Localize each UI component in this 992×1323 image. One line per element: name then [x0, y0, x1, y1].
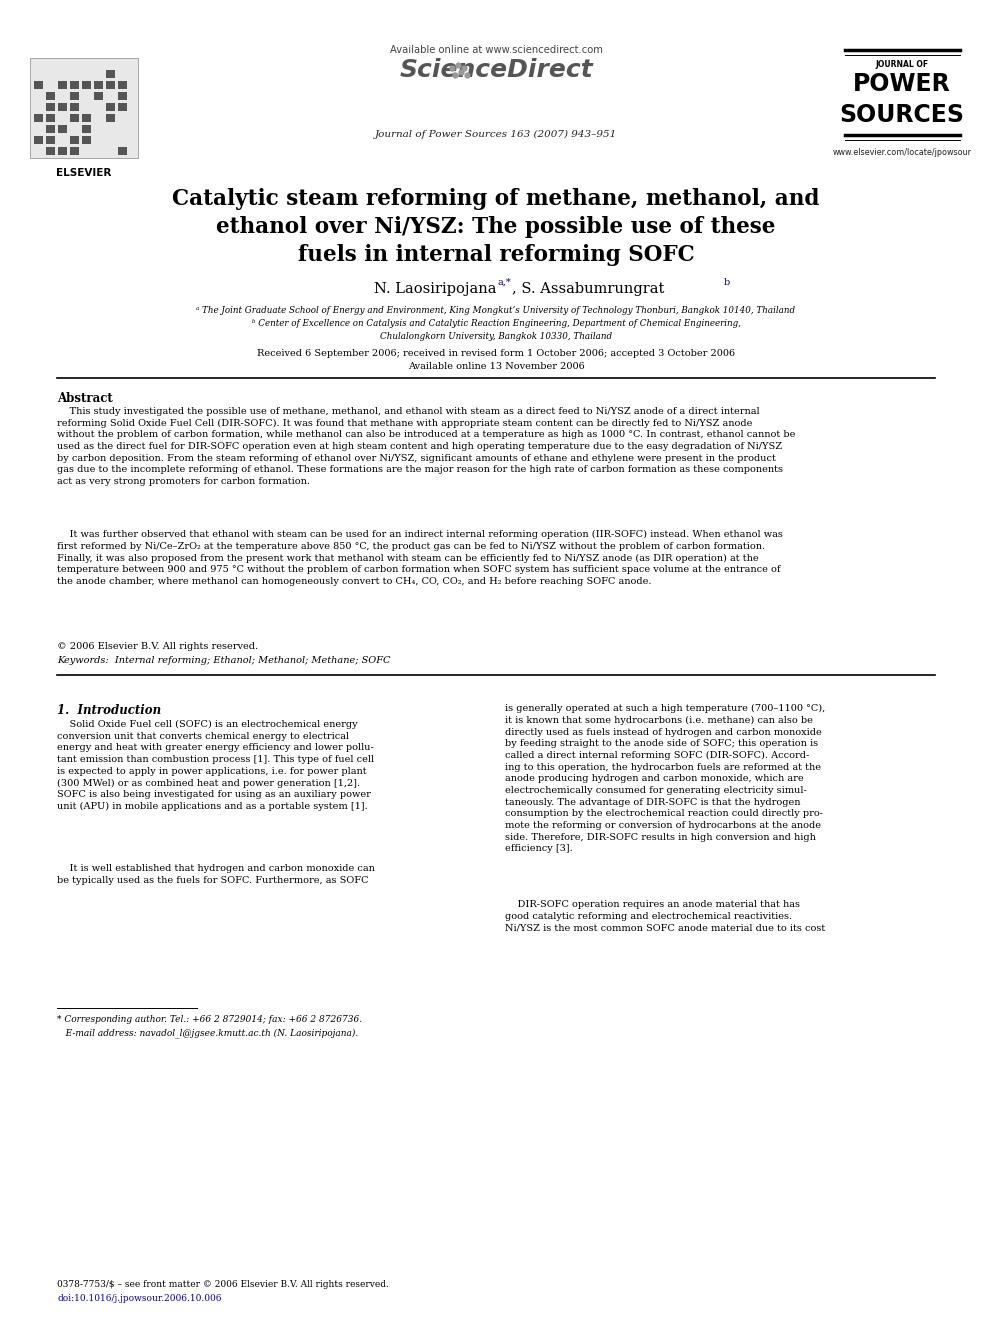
Bar [46, 147, 55, 155]
Text: is generally operated at such a high temperature (700–1100 °C),
it is known that: is generally operated at such a high tem… [505, 704, 825, 853]
Bar [82, 114, 91, 122]
Text: doi:10.1016/j.jpowsour.2006.10.006: doi:10.1016/j.jpowsour.2006.10.006 [57, 1294, 221, 1303]
Text: b: b [724, 278, 730, 287]
Bar [70, 103, 79, 111]
Bar [70, 136, 79, 144]
Text: Available online 13 November 2006: Available online 13 November 2006 [408, 363, 584, 370]
Bar [58, 147, 67, 155]
Bar [106, 103, 115, 111]
Bar [58, 81, 67, 89]
Text: ethanol over Ni/YSZ: The possible use of these: ethanol over Ni/YSZ: The possible use of… [216, 216, 776, 238]
Bar [46, 124, 55, 134]
Text: It was further observed that ethanol with steam can be used for an indirect inte: It was further observed that ethanol wit… [57, 531, 783, 586]
Text: ELSEVIER: ELSEVIER [57, 168, 112, 179]
Text: Journal of Power Sources 163 (2007) 943–951: Journal of Power Sources 163 (2007) 943–… [375, 130, 617, 139]
Text: Abstract: Abstract [57, 392, 113, 405]
Bar [58, 124, 67, 134]
Text: Chulalongkorn University, Bangkok 10330, Thailand: Chulalongkorn University, Bangkok 10330,… [380, 332, 612, 341]
Text: a,*: a,* [498, 278, 512, 287]
Text: It is well established that hydrogen and carbon monoxide can
be typically used a: It is well established that hydrogen and… [57, 864, 375, 885]
Bar [106, 81, 115, 89]
Bar [58, 103, 67, 111]
Bar [82, 124, 91, 134]
Bar [118, 147, 127, 155]
Bar [106, 114, 115, 122]
Bar [94, 81, 103, 89]
Bar [70, 114, 79, 122]
Text: E-mail address: navadol_l@jgsee.kmutt.ac.th (N. Laosiripojana).: E-mail address: navadol_l@jgsee.kmutt.ac… [57, 1028, 358, 1037]
Bar [70, 81, 79, 89]
Bar [118, 81, 127, 89]
Bar [118, 103, 127, 111]
Text: * Corresponding author. Tel.: +66 2 8729014; fax: +66 2 8726736.: * Corresponding author. Tel.: +66 2 8729… [57, 1015, 362, 1024]
Text: ᵇ Center of Excellence on Catalysis and Catalytic Reaction Engineering, Departme: ᵇ Center of Excellence on Catalysis and … [252, 319, 740, 328]
Text: fuels in internal reforming SOFC: fuels in internal reforming SOFC [298, 243, 694, 266]
Text: SOURCES: SOURCES [839, 103, 964, 127]
Text: N. Laosiripojana: N. Laosiripojana [374, 282, 496, 296]
Bar [82, 81, 91, 89]
Text: www.elsevier.com/locate/jpowsour: www.elsevier.com/locate/jpowsour [832, 148, 971, 157]
Bar [82, 136, 91, 144]
Bar [70, 147, 79, 155]
Text: Catalytic steam reforming of methane, methanol, and: Catalytic steam reforming of methane, me… [173, 188, 819, 210]
Bar [118, 93, 127, 101]
Text: 1.  Introduction: 1. Introduction [57, 704, 161, 717]
Text: ScienceDirect: ScienceDirect [399, 58, 593, 82]
Bar [46, 103, 55, 111]
Text: Solid Oxide Fuel cell (SOFC) is an electrochemical energy
conversion unit that c: Solid Oxide Fuel cell (SOFC) is an elect… [57, 720, 374, 811]
Bar [94, 93, 103, 101]
Text: 0378-7753/$ – see front matter © 2006 Elsevier B.V. All rights reserved.: 0378-7753/$ – see front matter © 2006 El… [57, 1279, 389, 1289]
Text: DIR-SOFC operation requires an anode material that has
good catalytic reforming : DIR-SOFC operation requires an anode mat… [505, 900, 825, 933]
Text: ᵃ The Joint Graduate School of Energy and Environment, King Mongkut’s University: ᵃ The Joint Graduate School of Energy an… [196, 306, 796, 315]
Bar [34, 81, 43, 89]
Text: Available online at www.sciencedirect.com: Available online at www.sciencedirect.co… [390, 45, 602, 56]
Text: , S. Assabumrungrat: , S. Assabumrungrat [512, 282, 665, 296]
Text: Keywords:  Internal reforming; Ethanol; Methanol; Methane; SOFC: Keywords: Internal reforming; Ethanol; M… [57, 656, 391, 665]
Text: This study investigated the possible use of methane, methanol, and ethanol with : This study investigated the possible use… [57, 407, 796, 486]
Bar [34, 114, 43, 122]
Bar [46, 136, 55, 144]
Bar [46, 114, 55, 122]
Text: JOURNAL OF: JOURNAL OF [875, 60, 929, 69]
Bar [106, 70, 115, 78]
Text: Received 6 September 2006; received in revised form 1 October 2006; accepted 3 O: Received 6 September 2006; received in r… [257, 349, 735, 359]
Bar [34, 136, 43, 144]
Bar [46, 93, 55, 101]
Bar [30, 58, 138, 157]
Text: © 2006 Elsevier B.V. All rights reserved.: © 2006 Elsevier B.V. All rights reserved… [57, 642, 258, 651]
Bar [70, 93, 79, 101]
Text: POWER: POWER [853, 71, 951, 97]
